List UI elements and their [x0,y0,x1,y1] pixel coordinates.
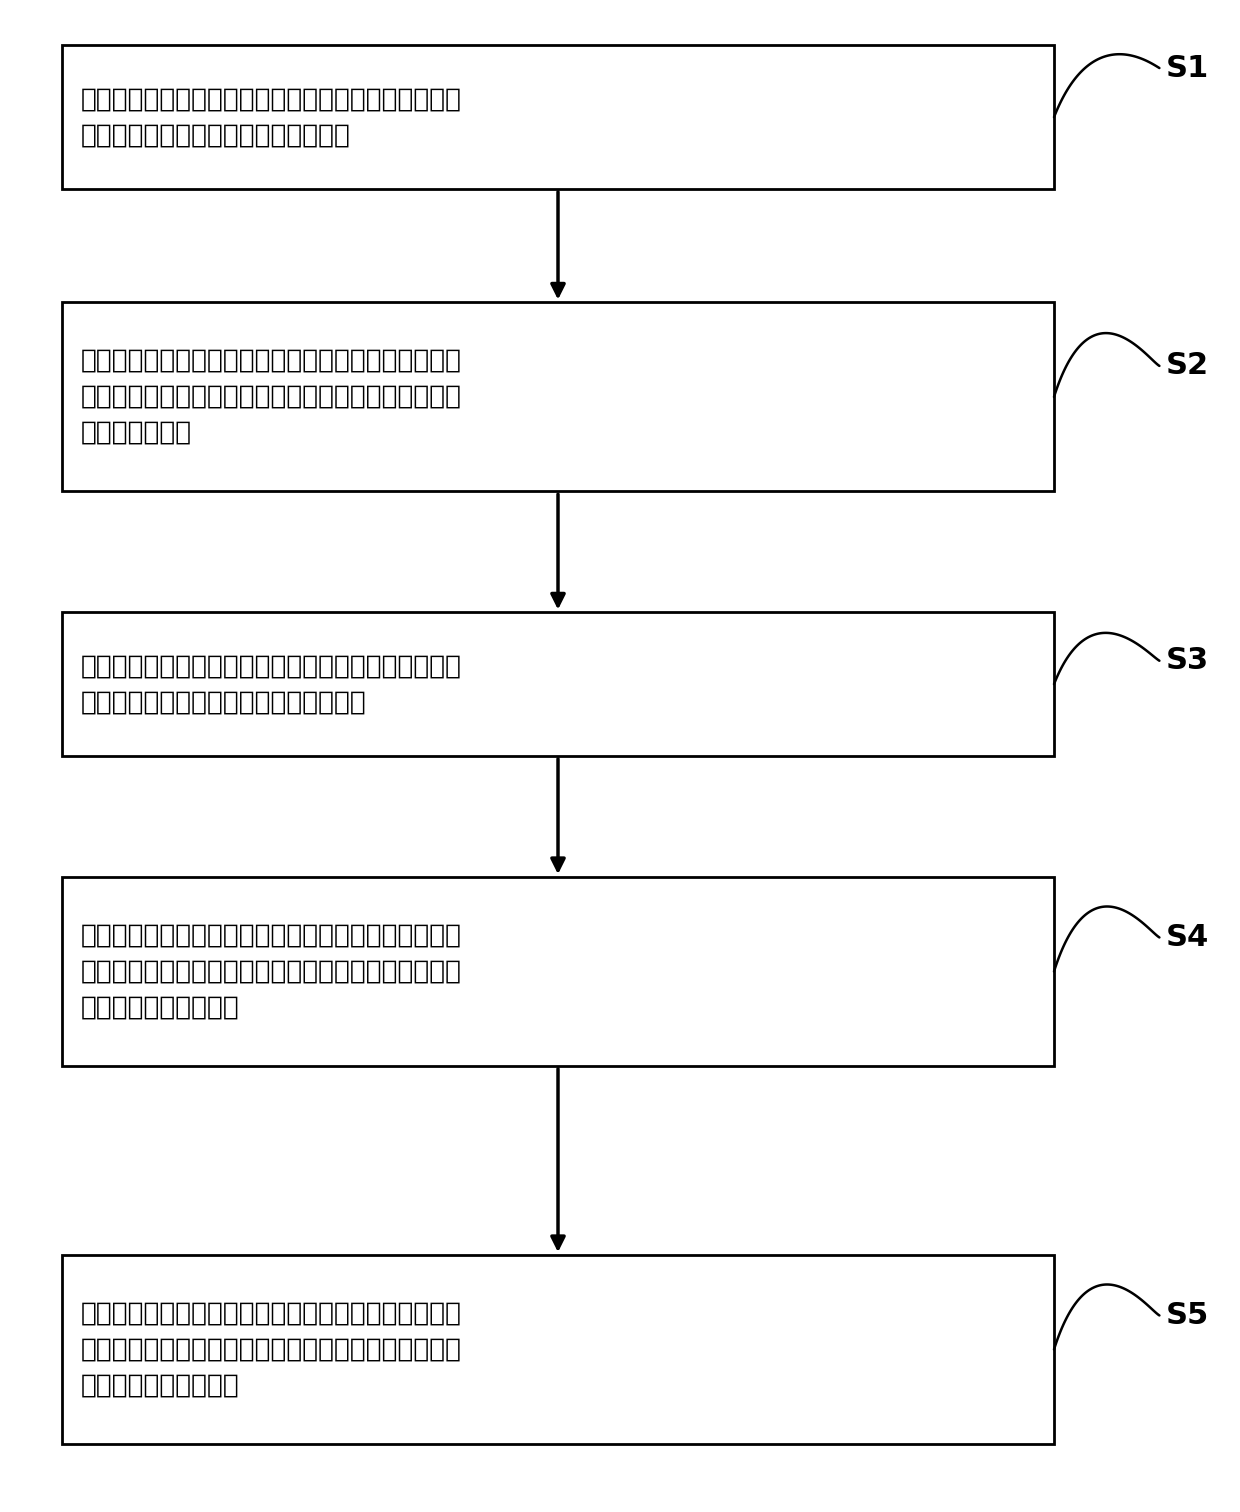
Text: S3: S3 [1166,646,1209,676]
Text: 若能源设备出现故障的时候，系统会自动比较水箱温度
与管道温度的大小，当水箱温度大于管道温度时，系统
会切换到第三循环路径: 若能源设备出现故障的时候，系统会自动比较水箱温度 与管道温度的大小，当水箱温度大… [81,1300,461,1399]
Bar [62,45,1054,189]
Text: S2: S2 [1166,351,1209,381]
Text: S5: S5 [1166,1300,1209,1331]
Bar [62,302,1054,491]
Text: S4: S4 [1166,922,1209,953]
Text: 系统通过采集模块采集环境参数，预测出未来天气，进
行水箱温度采集从而来回切换循环路径: 系统通过采集模块采集环境参数，预测出未来天气，进 行水箱温度采集从而来回切换循环… [81,86,461,148]
Bar [62,877,1054,1066]
Bar [62,1255,1054,1444]
Text: 当存在较低温度，能源设备会在空闲时间对水箱的水进
行加热，实现温度的储能，并使用第二种循环路径进行
分布式能源供热: 当存在较低温度，能源设备会在空闲时间对水箱的水进 行加热，实现温度的储能，并使用… [81,348,461,446]
Text: S1: S1 [1166,53,1209,83]
Bar [62,612,1054,756]
Text: 当通过采集系统采集到水箱的温度低于第一温度下限值
时，分布式能源供热切换到第一循环路径: 当通过采集系统采集到水箱的温度低于第一温度下限值 时，分布式能源供热切换到第一循… [81,653,461,715]
Text: 若水箱温度大于管道的循环温度时，并且能源设备需要
进行除霜的时候会切换到第二循环路径，从而防止用户
感觉到忽冷忽热的感受: 若水箱温度大于管道的循环温度时，并且能源设备需要 进行除霜的时候会切换到第二循环… [81,922,461,1021]
